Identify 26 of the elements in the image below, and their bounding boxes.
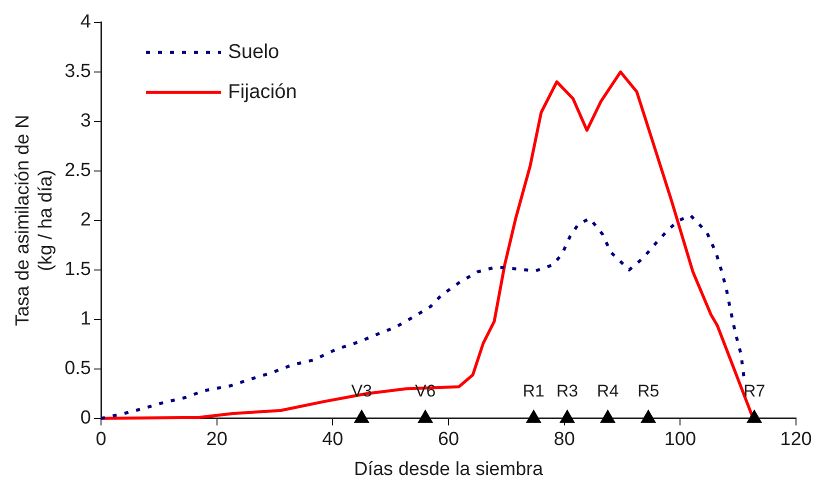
y-tick-label: 3.5 [64,61,92,82]
x-tick-label: 40 [322,429,344,450]
annotation: R1 [522,382,545,401]
x-tick-label: 120 [780,429,812,450]
x-tick-label: 60 [438,429,460,450]
x-tick-label: 100 [664,429,696,450]
x-tick-label: 0 [96,429,106,450]
x-tick-label: 20 [206,429,228,450]
y-tick-label: 4 [80,12,92,33]
y-tick-label: 2 [80,210,92,231]
legend-label: Fijación [228,80,297,103]
line-series [100,214,746,420]
y-tick-label: 0 [80,408,92,429]
y-tick-label: 1.5 [64,259,92,280]
y-tick-label: 1 [80,308,92,330]
y-tick-label: 2.5 [64,160,92,182]
annotation: R7 [743,382,766,401]
x-axis-title: Días desde la siembra [354,458,544,480]
annotation: R3 [556,382,578,401]
x-tick-label: 80 [554,429,575,450]
legend-label: Suelo [228,40,280,63]
annotation: R5 [637,382,660,401]
y-tick-label: 0.5 [64,358,92,380]
y-tick-label: 3 [80,110,92,132]
annotation: R4 [596,382,619,401]
y-axis-title: Tasa de asimilación de N (kg / ha día) [12,114,56,326]
